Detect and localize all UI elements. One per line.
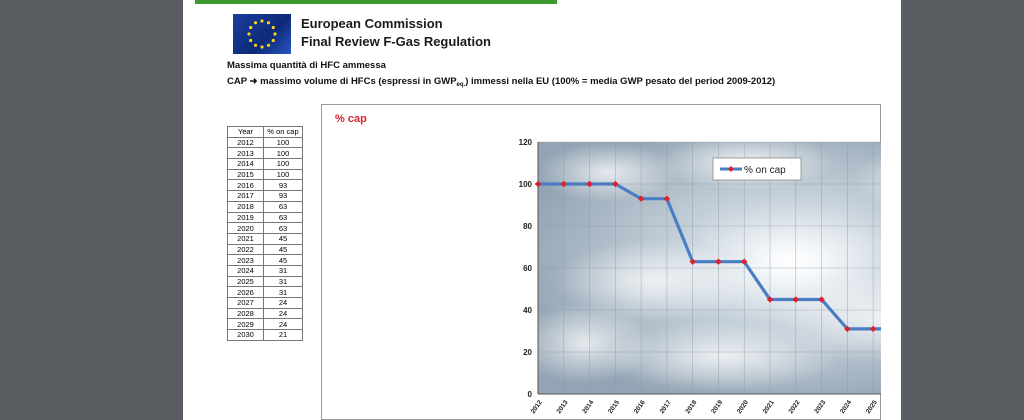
cap-text-part1: massimo volume di HFCs (espressi in GWP <box>260 76 457 87</box>
table-header-year: Year <box>227 126 264 138</box>
table-cell-cap: 24 <box>263 307 303 320</box>
legend-label: % on cap <box>744 165 786 176</box>
data-point-marker <box>715 258 722 265</box>
table-row: 2029 24 <box>227 318 303 331</box>
table-row: 2017 93 <box>227 190 303 202</box>
table-cell-cap: 24 <box>263 297 303 309</box>
y-tick-label: 80 <box>523 222 532 231</box>
table-cell-year: 2028 <box>227 307 264 320</box>
cloud-texture <box>537 142 678 203</box>
table-cell-cap: 93 <box>263 179 303 192</box>
data-point-marker <box>844 325 851 333</box>
top-rule <box>195 0 557 4</box>
table-cell-cap: 100 <box>263 136 303 149</box>
y-tick-label: 100 <box>519 180 533 189</box>
y-tick-label: 120 <box>519 138 533 147</box>
table-cell-cap: 100 <box>263 168 303 181</box>
table-cell-year: 2020 <box>227 222 264 234</box>
data-point-marker <box>818 296 825 303</box>
table-cell-year: 2021 <box>227 232 264 245</box>
table-row: 2013 100 <box>227 147 303 160</box>
chart-title: % cap <box>335 113 367 125</box>
cloud-texture <box>603 321 844 392</box>
table-cell-year: 2025 <box>227 275 264 288</box>
table-row: 2014 100 <box>227 158 303 170</box>
y-tick-label: 0 <box>528 390 533 399</box>
y-tick-label: 40 <box>523 306 532 315</box>
table-row: 2025 31 <box>227 275 303 288</box>
table-cell-cap: 45 <box>263 254 303 266</box>
table-cell-cap: 31 <box>263 286 303 298</box>
table-cell-year: 2029 <box>227 318 264 331</box>
data-point-marker <box>766 296 774 303</box>
table-cell-cap: 93 <box>263 190 303 202</box>
table-row: 2019 63 <box>227 211 303 224</box>
cloud-texture <box>514 303 655 384</box>
table-row: 2016 93 <box>227 179 303 192</box>
table-cell-cap: 31 <box>263 264 303 277</box>
cap-text-part2: ) immessi nella EU (100% = media GWP pes… <box>465 76 776 87</box>
cloud-texture <box>852 152 881 207</box>
table-row: 2022 45 <box>227 243 303 256</box>
y-tick-label: 20 <box>523 348 532 357</box>
subtitle-cap-definition: CAP ➜ massimo volume di HFCs (espressi i… <box>227 76 775 88</box>
table-cell-cap: 45 <box>263 243 303 256</box>
table-cell-cap: 100 <box>263 147 303 160</box>
year-cap-table: Year % on cap 2012 100 2013 100 2014 100 2015 1… <box>227 126 303 341</box>
table-cell-year: 2018 <box>227 200 264 213</box>
arrow-icon: ➜ <box>249 76 258 87</box>
table-cell-year: 2024 <box>227 264 264 277</box>
table-cell-year: 2026 <box>227 286 264 298</box>
table-cell-year: 2027 <box>227 297 264 309</box>
data-point-marker <box>869 325 877 333</box>
table-cell-year: 2016 <box>227 179 264 192</box>
table-row: 2021 45 <box>227 232 303 245</box>
data-point-marker <box>586 180 593 188</box>
table-row: 2020 63 <box>227 222 303 234</box>
table-cell-year: 2022 <box>227 243 264 256</box>
data-point-marker <box>792 296 799 303</box>
table-row: 2012 100 <box>227 136 303 149</box>
table-row: 2015 100 <box>227 168 303 181</box>
legend-marker-swatch <box>728 166 734 172</box>
table-cell-year: 2017 <box>227 190 264 202</box>
document-page: European Commission Final Review F-Gas R… <box>183 0 901 420</box>
cap-text-subscript: eq. <box>456 82 466 88</box>
table-cell-cap: 31 <box>263 275 303 288</box>
table-row: 2028 24 <box>227 307 303 320</box>
table-cell-year: 2030 <box>227 329 264 341</box>
table-cell-year: 2014 <box>227 158 264 170</box>
table-cell-cap: 45 <box>263 232 303 245</box>
table-cell-year: 2019 <box>227 211 264 224</box>
table-cell-cap: 63 <box>263 222 303 234</box>
subtitle-max-quantity: Massima quantità di HFC ammessa <box>227 60 386 71</box>
table-row: 2018 63 <box>227 200 303 213</box>
data-point-marker <box>663 195 671 202</box>
table-cell-cap: 100 <box>263 158 303 170</box>
table-cell-year: 2015 <box>227 168 264 181</box>
table-cell-cap: 63 <box>263 211 303 224</box>
y-tick-label: 60 <box>523 264 532 273</box>
org-name: European Commission <box>301 16 443 31</box>
table-row: 2030 21 <box>227 329 303 341</box>
table-cell-cap: 21 <box>263 329 303 341</box>
cap-label: CAP <box>227 76 247 87</box>
legend-box <box>712 157 802 181</box>
table-cell-year: 2013 <box>227 147 264 160</box>
table-header-cap: % on cap <box>263 126 303 138</box>
data-point-marker <box>637 195 645 202</box>
table-cell-cap: 24 <box>263 318 303 331</box>
table-row: 2027 24 <box>227 297 303 309</box>
table-row: 2023 45 <box>227 254 303 266</box>
table-cell-year: 2012 <box>227 136 264 149</box>
eu-flag-logo <box>233 14 291 54</box>
table-cell-year: 2023 <box>227 254 264 266</box>
table-row: 2026 31 <box>227 286 303 298</box>
table-header-row: Year % on cap <box>227 126 303 138</box>
table-cell-cap: 63 <box>263 200 303 213</box>
table-row: 2024 31 <box>227 264 303 277</box>
data-point-marker <box>534 180 542 188</box>
document-title: Final Review F-Gas Regulation <box>301 34 491 49</box>
